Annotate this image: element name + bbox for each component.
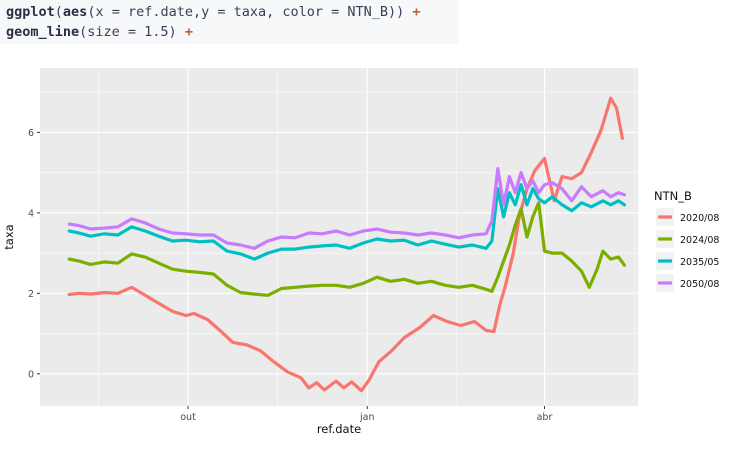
series-line-1 <box>67 96 624 393</box>
x-axis: out jan abr <box>180 406 552 423</box>
series-lines <box>67 96 626 393</box>
y-tick-label: 0 <box>28 369 34 380</box>
y-axis-title: taxa <box>2 224 16 249</box>
legend-item: 2024/08 <box>656 230 719 248</box>
legend-label: 2024/08 <box>680 235 719 246</box>
code-line-1: ggplot(aes(x = ref.date,y = taxa, color … <box>6 4 421 20</box>
legend-label: 2020/08 <box>680 213 719 224</box>
x-axis-title: ref.date <box>317 422 361 436</box>
x-tick-label: out <box>180 412 196 423</box>
legend-item: 2035/05 <box>656 252 719 270</box>
y-tick-label: 4 <box>28 208 34 219</box>
legend: NTN_B 2020/08 2024/08 2035/05 2050/08 <box>654 189 719 292</box>
series-line-4 <box>67 167 626 250</box>
y-tick-label: 2 <box>28 289 34 300</box>
series-line-3 <box>67 183 626 261</box>
minor-gridlines <box>40 68 638 406</box>
code-snippet: ggplot(aes(x = ref.date,y = taxa, color … <box>0 0 458 44</box>
y-axis: 0 2 4 6 <box>28 128 40 380</box>
x-tick-label: abr <box>537 412 553 423</box>
legend-label: 2035/05 <box>680 257 719 268</box>
legend-item: 2050/08 <box>656 274 719 292</box>
legend-title: NTN_B <box>654 189 692 203</box>
legend-label: 2050/08 <box>680 279 719 290</box>
x-tick-label: jan <box>359 412 374 423</box>
series-line-2 <box>67 201 626 297</box>
legend-item: 2020/08 <box>656 208 719 226</box>
y-tick-label: 6 <box>28 128 34 139</box>
code-line-2: geom_line(size = 1.5) + <box>6 24 193 40</box>
plot-panel <box>40 68 638 406</box>
